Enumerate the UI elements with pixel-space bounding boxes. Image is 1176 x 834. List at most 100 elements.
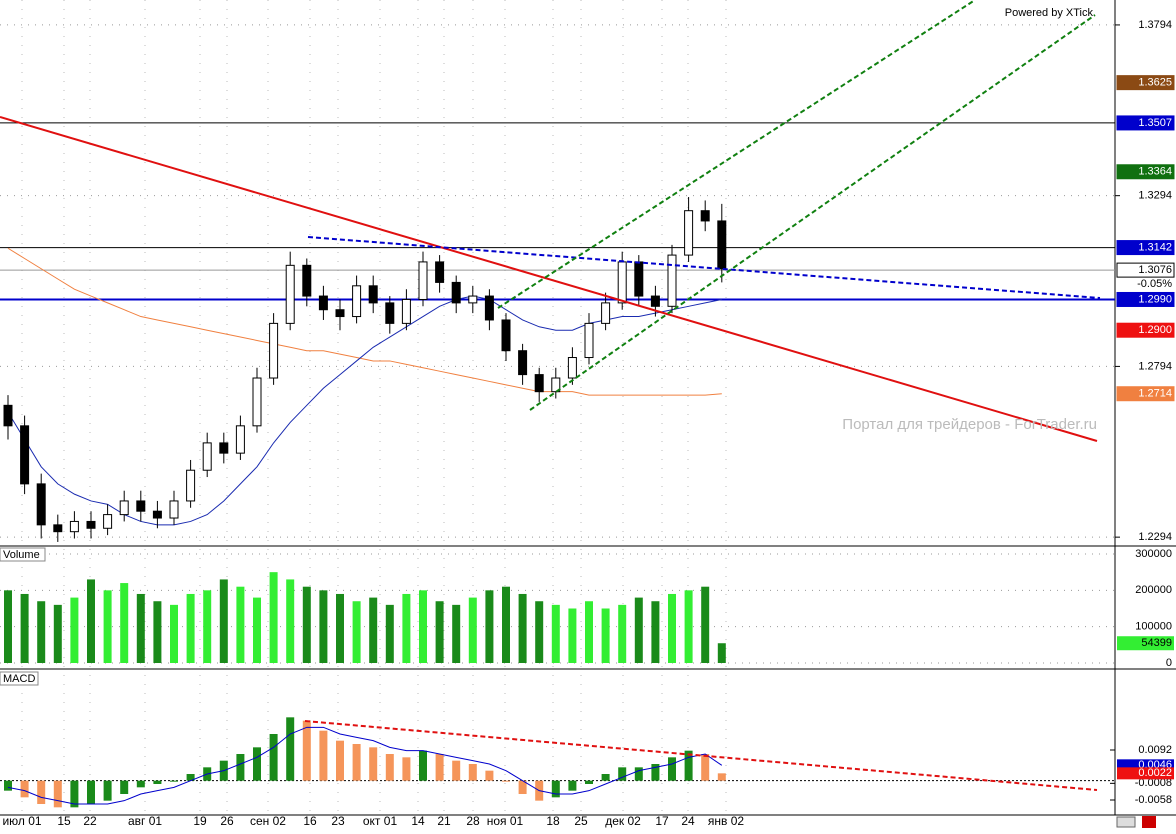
macd-bar	[352, 744, 361, 781]
x-tick-label: авг 01	[128, 814, 162, 828]
macd-bar	[419, 750, 427, 781]
candle-body	[435, 261, 445, 283]
volume-bar	[70, 597, 79, 664]
candle-body	[501, 319, 511, 352]
price-marker-label: 1.3507	[1138, 117, 1172, 129]
x-tick-label: 22	[83, 814, 97, 828]
price-marker-label: 1.3076	[1138, 264, 1172, 276]
x-tick-label: 26	[220, 814, 234, 828]
candle-body	[219, 442, 229, 454]
macd-bar	[717, 773, 726, 781]
x-tick-label: 23	[331, 814, 345, 828]
candle-body	[53, 524, 63, 533]
volume-bar	[219, 579, 228, 664]
candle-body	[634, 261, 644, 297]
volume-bar	[269, 572, 278, 664]
x-tick-label: июл 01	[2, 814, 41, 828]
volume-bar	[601, 608, 610, 664]
candle-body	[318, 295, 328, 311]
macd-bar	[502, 780, 510, 782]
volume-bar	[369, 597, 378, 664]
scroll-button[interactable]	[1116, 816, 1136, 828]
volume-bar	[585, 601, 593, 664]
macd-bar	[236, 754, 245, 781]
volume-bar	[551, 604, 560, 664]
volume-bar	[717, 643, 726, 664]
price-marker-label: 1.2990	[1138, 293, 1172, 305]
volume-bar	[136, 593, 145, 664]
macd-bar	[585, 780, 593, 784]
volume-bar	[153, 601, 162, 664]
macd-bar	[402, 757, 411, 781]
volume-bar	[684, 590, 693, 664]
price-marker	[1116, 291, 1175, 307]
macd-marker-label: 0.0022	[1138, 767, 1172, 779]
volume-bar	[419, 590, 427, 664]
price-marker	[1116, 75, 1175, 91]
macd-bar	[37, 780, 46, 804]
volume-bar	[452, 604, 461, 664]
volume-bar	[435, 601, 444, 664]
volume-bar	[701, 586, 710, 664]
macd-bar	[369, 747, 378, 781]
volume-bar	[253, 597, 261, 664]
candle-body	[418, 261, 428, 300]
macd-bar	[551, 780, 560, 798]
y-tick-label: 0	[1166, 657, 1172, 669]
macd-bar	[53, 780, 62, 808]
candle-body	[252, 377, 262, 427]
volume-bar	[302, 586, 311, 664]
x-tick-label: 25	[574, 814, 588, 828]
volume-bar	[236, 586, 245, 664]
volume-bar	[468, 597, 477, 664]
candle-body	[534, 374, 544, 393]
candle-body	[684, 210, 694, 256]
volume-bar	[186, 593, 195, 664]
price-marker-label: 1.3142	[1138, 241, 1172, 253]
macd-bar	[170, 780, 178, 782]
candle-body	[3, 404, 13, 427]
x-tick-label: дек 02	[605, 814, 641, 828]
x-tick-label: 28	[466, 814, 480, 828]
volume-bar	[336, 593, 344, 664]
volume-bar	[385, 604, 394, 664]
volume-bar	[170, 604, 178, 664]
exit-button[interactable]	[1142, 816, 1156, 828]
moving-average	[7, 247, 722, 396]
candle-body	[285, 264, 295, 324]
macd-bar	[319, 730, 328, 781]
x-tick-label: 18	[546, 814, 560, 828]
volume-bar	[319, 590, 328, 664]
volume-marker-label: 54399	[1141, 637, 1172, 649]
volume-bar	[203, 590, 212, 664]
x-tick-label: 21	[437, 814, 451, 828]
macd-bar	[701, 754, 710, 781]
volume-bar	[4, 590, 12, 664]
macd-bar	[136, 780, 145, 788]
y-tick-label: 1.2794	[1138, 360, 1172, 372]
macd-bar	[435, 754, 444, 781]
candle-body	[119, 500, 129, 516]
candle-body	[352, 285, 362, 318]
y-tick-label: 300000	[1135, 548, 1172, 560]
macd-bar	[468, 764, 477, 781]
trend-line	[304, 720, 1098, 791]
candle-body	[401, 298, 411, 324]
volume-bar	[668, 593, 676, 664]
candle-body	[169, 500, 179, 519]
macd-bar	[4, 780, 12, 791]
volume-bar	[568, 608, 577, 664]
candle-body	[584, 322, 594, 359]
macd-bar	[70, 780, 79, 808]
y-tick-label: 200000	[1135, 584, 1172, 596]
y-tick-label: 100000	[1135, 621, 1172, 633]
macd-bar	[568, 780, 577, 791]
y-tick-label: 1.3794	[1138, 19, 1172, 31]
y-tick-label: -0.0008	[1135, 777, 1172, 789]
x-tick-label: ноя 01	[487, 814, 524, 828]
candle-body	[484, 295, 494, 321]
macd-bar	[253, 747, 261, 781]
x-tick-label: окт 01	[363, 814, 398, 828]
panel-label: MACD	[3, 673, 35, 685]
